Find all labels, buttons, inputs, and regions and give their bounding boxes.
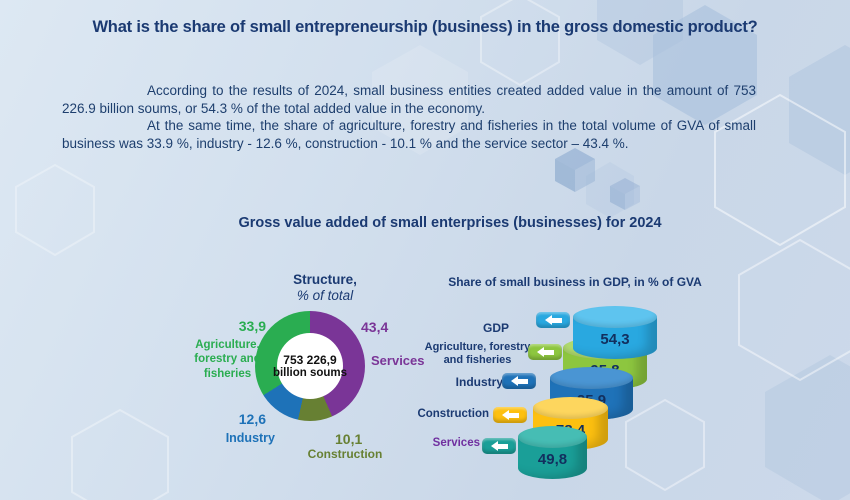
cylinder-top-ellipse xyxy=(573,306,657,328)
cylinder-top-ellipse xyxy=(518,426,587,448)
left-arrow-icon xyxy=(502,373,536,389)
bar-row-services: Services 49,8 xyxy=(425,262,735,497)
bar-label-agriculture: Agriculture, forestry and fisheries xyxy=(424,341,531,367)
left-arrow-icon xyxy=(493,407,527,423)
arrow-stem xyxy=(543,349,554,355)
donut-value-agriculture: 33,9 xyxy=(238,318,266,334)
section-title: Gross value added of small enterprises (… xyxy=(238,215,662,231)
arrow-head xyxy=(510,376,518,386)
arrow-stem xyxy=(508,412,519,418)
donut-label-construction: Construction xyxy=(307,447,383,461)
donut-title-line1: Structure, xyxy=(293,272,357,287)
bar-label-construction: Construction xyxy=(417,408,489,420)
donut-chart: Structure, % of total 753 226,9 billion … xyxy=(185,262,445,492)
donut-label-industry: Industry xyxy=(225,431,275,445)
donut-chart-title: Structure, % of total xyxy=(240,272,410,304)
left-arrow-icon xyxy=(528,344,562,360)
donut-value-services: 43,4 xyxy=(361,319,389,335)
donut-label-agriculture: Agriculture, forestry and fisheries xyxy=(194,339,261,380)
arrow-stem xyxy=(551,317,562,323)
arrow-head xyxy=(490,441,498,451)
donut-ring: 753 226,9 billion soums xyxy=(255,311,365,421)
donut-label-services: Services xyxy=(371,353,425,368)
cylinder-bar-services: 49,8 xyxy=(518,426,587,486)
arrow-head xyxy=(501,410,509,420)
cylinder-bar-gdp: 54,3 xyxy=(573,306,657,366)
donut-center-unit: billion soums xyxy=(272,367,348,379)
arrow-head xyxy=(536,347,544,357)
arrow-head xyxy=(544,315,552,325)
bar-label-industry: Industry xyxy=(455,375,503,389)
donut-value-industry: 12,6 xyxy=(238,411,266,427)
arrow-stem xyxy=(517,378,528,384)
page-title: What is the share of small entrepreneurs… xyxy=(92,18,758,36)
left-arrow-icon xyxy=(482,438,516,454)
bar-label-gdp: GDP xyxy=(482,321,509,335)
cylinder-bar-chart: Share of small business in GDP, in % of … xyxy=(417,262,735,497)
bar-row-gdp: GDP 54,3 xyxy=(425,262,735,497)
cylinder-top-ellipse xyxy=(533,397,608,419)
paragraph-results-2024: According to the results of 2024, small … xyxy=(62,83,756,116)
bar-value-gdp: 54,3 xyxy=(600,330,630,348)
donut-value-construction: 10,1 xyxy=(335,431,363,447)
left-arrow-icon xyxy=(536,312,570,328)
bar-value-services: 49,8 xyxy=(537,450,568,468)
donut-title-line2: % of total xyxy=(296,288,354,304)
bar-label-services: Services xyxy=(432,437,480,449)
cylinder-top-ellipse xyxy=(550,367,633,389)
arrow-stem xyxy=(497,443,508,449)
donut-center-label: 753 226,9 billion soums xyxy=(273,333,347,399)
bar-chart-title: Share of small business in GDP, in % of … xyxy=(448,275,702,289)
donut-center-value: 753 226,9 xyxy=(283,353,337,367)
paragraph-sector-shares: At the same time, the share of agricultu… xyxy=(62,118,756,151)
